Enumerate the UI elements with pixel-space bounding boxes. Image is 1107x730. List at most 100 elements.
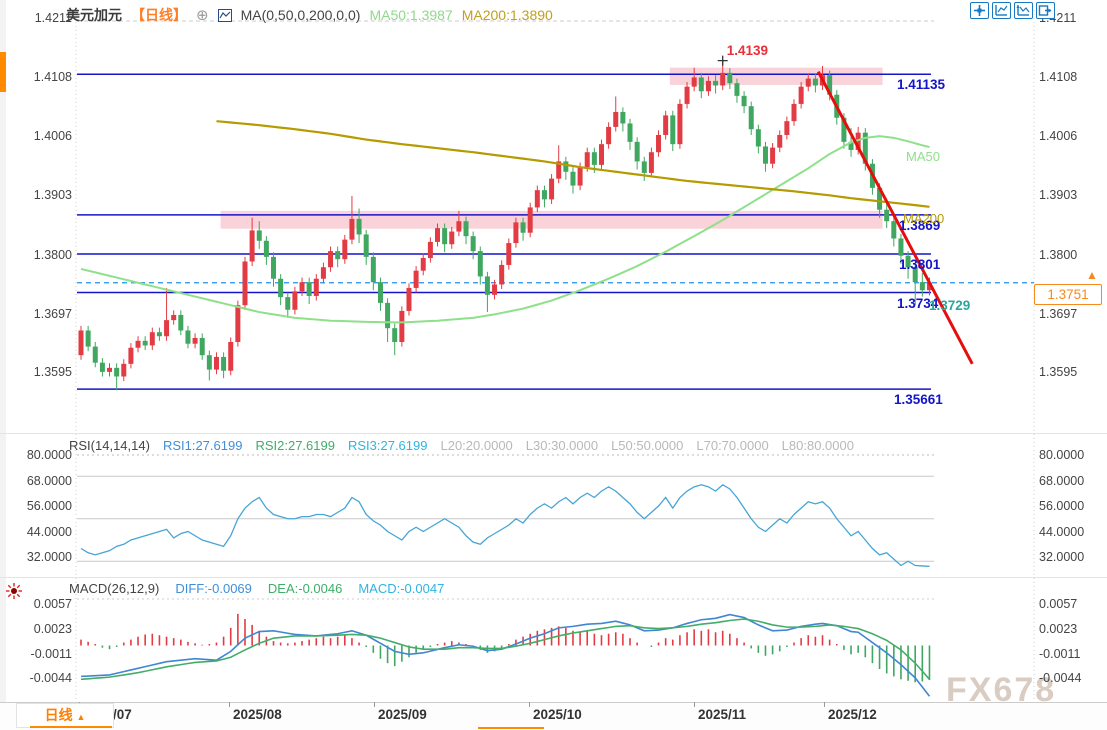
- macd-axis-label-right: -0.0011: [1039, 646, 1081, 661]
- candle-110: [862, 132, 868, 164]
- level-label-1.35661: 1.35661: [894, 392, 943, 408]
- period-selector[interactable]: 日线 ▲: [16, 703, 114, 728]
- candle-41: [370, 256, 376, 283]
- period-tag[interactable]: 【日线】: [131, 7, 187, 23]
- candle-69: [570, 171, 576, 186]
- candle-20: [221, 356, 227, 371]
- rsi-axis-label-left: 32.0000: [26, 550, 72, 564]
- rsi-macd-separator: [0, 577, 1107, 578]
- candle-74: [606, 126, 612, 145]
- chart-header: 美元加元 【日线】 ⊕ MA(0,50,0,200,0,0) MA50:1.39…: [66, 5, 553, 25]
- macd-diff-reading: DIFF:-0.0069: [175, 581, 252, 596]
- fit-time-axis-icon[interactable]: [992, 2, 1011, 19]
- candle-39: [356, 218, 362, 235]
- alert-sun-icon[interactable]: [5, 582, 23, 605]
- candle-93: [741, 95, 747, 107]
- high-cross-marker: [717, 55, 728, 66]
- candle-82: [663, 115, 669, 135]
- fit-price-axis-icon[interactable]: [1014, 2, 1033, 19]
- candle-59: [499, 264, 505, 285]
- candle-37: [342, 239, 348, 260]
- export-chart-icon[interactable]: [1036, 2, 1055, 19]
- rsi-axis-label-left: 44.0000: [26, 524, 72, 539]
- candle-23: [242, 261, 248, 306]
- symbol-title: 美元加元: [66, 7, 122, 23]
- candle-13: [171, 314, 177, 321]
- macd-axis-label-right: 0.0023: [1039, 621, 1078, 636]
- level-label-1.3734: 1.3734: [897, 295, 939, 311]
- horizontal-scroll-thumb[interactable]: [478, 727, 544, 729]
- price-axis-label-left: 1.4006: [33, 129, 72, 144]
- candle-100: [791, 103, 797, 122]
- candle-97: [770, 147, 776, 164]
- candle-103: [812, 78, 818, 86]
- candle-84: [677, 103, 683, 145]
- candle-117: [912, 267, 918, 283]
- candle-89: [713, 80, 719, 86]
- candle-96: [762, 146, 768, 164]
- candle-14: [178, 314, 184, 331]
- candle-107: [841, 117, 847, 142]
- candle-27: [271, 256, 277, 279]
- month-tick: [374, 702, 375, 707]
- candle-30: [292, 291, 298, 310]
- candle-17: [199, 337, 205, 356]
- price-axis-label-left: 1.3903: [33, 188, 72, 203]
- add-indicator-icon[interactable]: ⊕: [196, 7, 209, 24]
- candle-19: [213, 356, 219, 370]
- left-edge-scroll-indicator[interactable]: [0, 52, 6, 92]
- price-axis-label-right: 1.3595: [1039, 365, 1078, 380]
- left-edge-strip: [0, 0, 6, 729]
- candle-87: [698, 77, 704, 92]
- level-label-1.41135: 1.41135: [897, 77, 946, 93]
- price-axis-label-right: 1.4006: [1039, 129, 1078, 144]
- candle-60: [506, 243, 512, 265]
- rsi-axis-label-left: 68.0000: [26, 473, 72, 488]
- candle-5: [114, 367, 120, 377]
- month-tick: [529, 702, 530, 707]
- price-axis-label-right: 1.3903: [1039, 188, 1078, 203]
- candle-32: [306, 282, 312, 296]
- ma-indicator-icon[interactable]: [217, 8, 232, 22]
- month-label-2025/11: 2025/11: [698, 707, 747, 722]
- candle-2: [92, 346, 98, 363]
- rsi2-reading: RSI2:27.6199: [255, 438, 335, 453]
- candle-18: [206, 355, 212, 370]
- candle-1: [85, 330, 91, 347]
- candle-26: [263, 240, 269, 257]
- candle-99: [784, 121, 790, 135]
- price-axis-label-left: 1.3697: [33, 306, 72, 321]
- rsi-axis-label-left: 56.0000: [26, 499, 72, 513]
- candle-95: [755, 129, 761, 147]
- candle-50: [435, 228, 440, 242]
- candle-55: [470, 236, 476, 252]
- candle-90: [720, 72, 726, 86]
- candle-113: [884, 209, 890, 222]
- price-axis-label-left: 1.4211: [34, 11, 72, 26]
- candle-79: [641, 161, 647, 173]
- candle-108: [848, 141, 854, 150]
- price-up-arrow-icon: ▲: [1086, 268, 1098, 282]
- macd-axis-label-left: 0.0057: [33, 596, 72, 611]
- candle-114: [891, 221, 897, 239]
- candle-15: [185, 330, 191, 344]
- candle-48: [420, 258, 426, 271]
- candle-33: [313, 278, 319, 296]
- month-label-2025/12: 2025/12: [828, 707, 877, 722]
- candle-63: [527, 207, 533, 233]
- resistance-zone-2: [220, 210, 883, 229]
- macd-dea-line: [80, 618, 931, 681]
- macd-params-label[interactable]: MACD(26,12,9): [69, 581, 160, 596]
- crosshair-tool-icon[interactable]: [970, 2, 989, 19]
- macd-axis-label-left: 0.0023: [33, 621, 72, 636]
- candle-43: [385, 302, 391, 329]
- candle-25: [256, 230, 262, 241]
- rsi-params-label[interactable]: RSI(14,14,14): [69, 438, 150, 453]
- candle-109: [855, 132, 861, 150]
- rsi-axis-label-right: 68.0000: [1039, 473, 1085, 488]
- candle-112: [877, 187, 883, 210]
- candle-44: [392, 328, 398, 342]
- rsi-header: RSI(14,14,14) RSI1:27.6199 RSI2:27.6199 …: [69, 438, 854, 453]
